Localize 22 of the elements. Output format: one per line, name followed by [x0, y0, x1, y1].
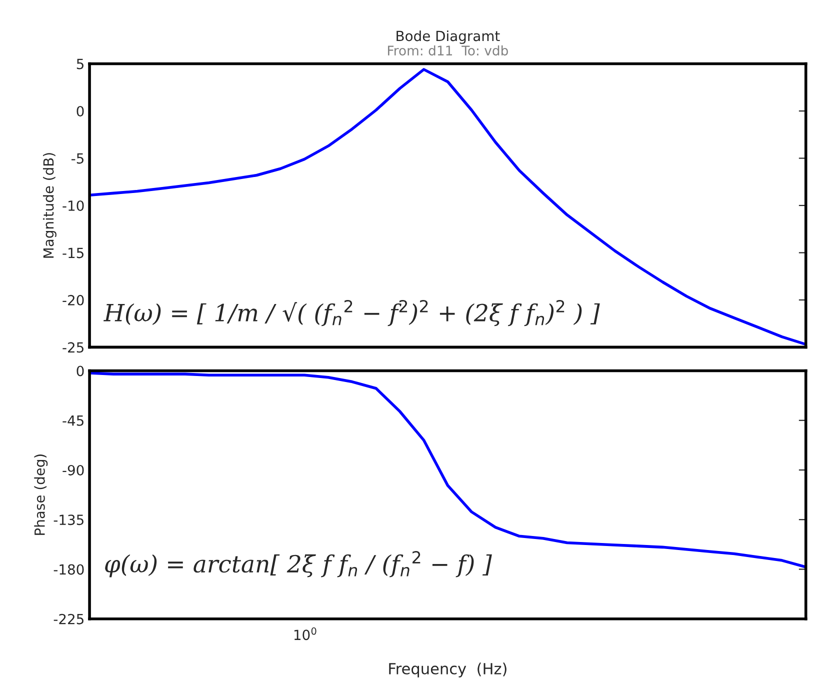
y-tick-label: -90	[62, 464, 84, 476]
y-tick-label: 0	[76, 366, 84, 376]
annotation: φ(ω) = arctan[ 2ξ f f$_{n}$ / (f$_{n}$$^{2}$ − f) ]	[105, 551, 492, 578]
y-axis-title: Magnitude (dB)	[42, 153, 56, 258]
y-tick-label: 0	[76, 106, 84, 116]
chart-title: Bode Diagramt	[396, 30, 500, 44]
y-tick-label: -25	[62, 342, 84, 353]
y-tick-label: -180	[54, 564, 84, 575]
y-axis-title: Phase (deg)	[34, 454, 48, 535]
y-tick-label: -135	[54, 514, 84, 526]
text: 10$^{0}$	[294, 627, 316, 640]
line-series	[90, 68, 806, 346]
text: H(ω) = [ 1/m / √( (f$_{n}$$^{2}$ − f$^{2}$)$^{2}$ + (2ξ f f$_{n}$)$^{2}$ ) ]	[104, 300, 600, 326]
y-tick-label: -20	[62, 294, 84, 306]
y-tick-label: -225	[54, 614, 84, 624]
y-tick-label: -45	[62, 416, 84, 426]
chart-subtitle: From: d11 To: vdb	[388, 45, 508, 56]
y-tick-label: -10	[62, 200, 84, 211]
y-tick-label: -15	[62, 248, 84, 258]
y-tick-label: 5	[76, 58, 84, 70]
y-tick-label: -5	[72, 153, 84, 164]
x-axis-title: Frequency (Hz)	[389, 662, 506, 678]
